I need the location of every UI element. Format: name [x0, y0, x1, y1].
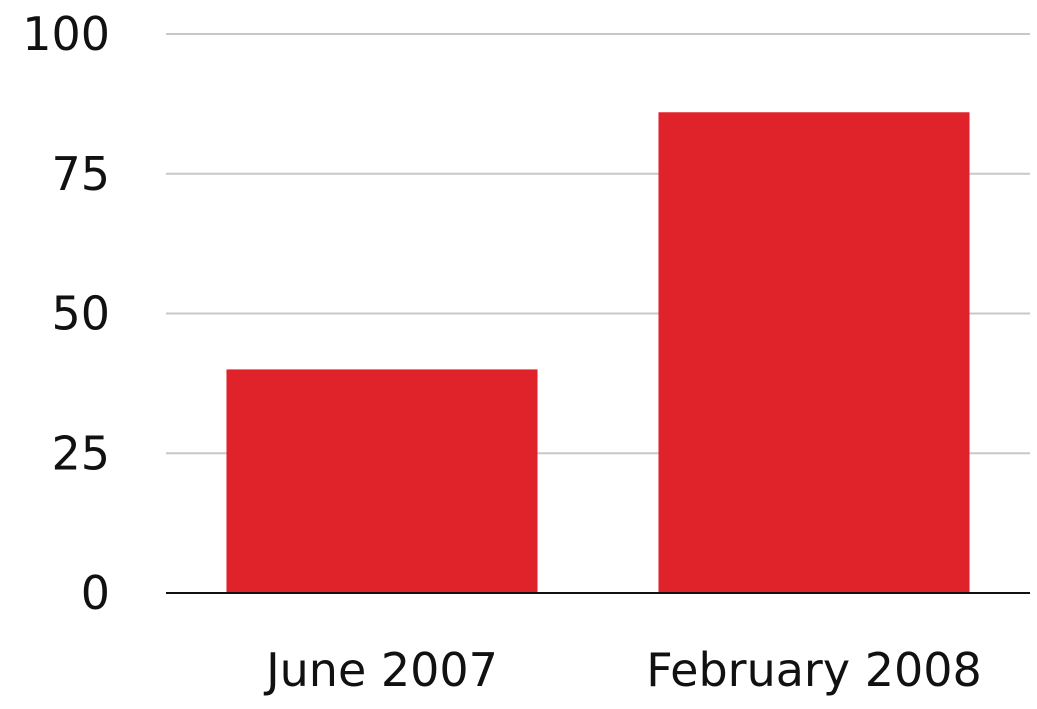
x-tick-label-june-2007: June 2007 — [263, 643, 498, 697]
y-tick-label-0: 0 — [81, 566, 110, 620]
y-tick-label-100: 100 — [22, 7, 110, 61]
bar-june-2007 — [226, 369, 538, 593]
bar-february-2008 — [658, 112, 970, 593]
x-tick-label-february-2008: February 2008 — [646, 643, 982, 697]
bars — [226, 112, 970, 593]
y-tick-label-25: 25 — [51, 426, 110, 480]
y-tick-label-75: 75 — [51, 147, 110, 201]
y-axis-tick-labels: 0 25 50 75 100 — [22, 7, 110, 620]
x-axis-category-labels: June 2007 February 2008 — [263, 643, 982, 697]
y-tick-label-50: 50 — [51, 287, 110, 341]
